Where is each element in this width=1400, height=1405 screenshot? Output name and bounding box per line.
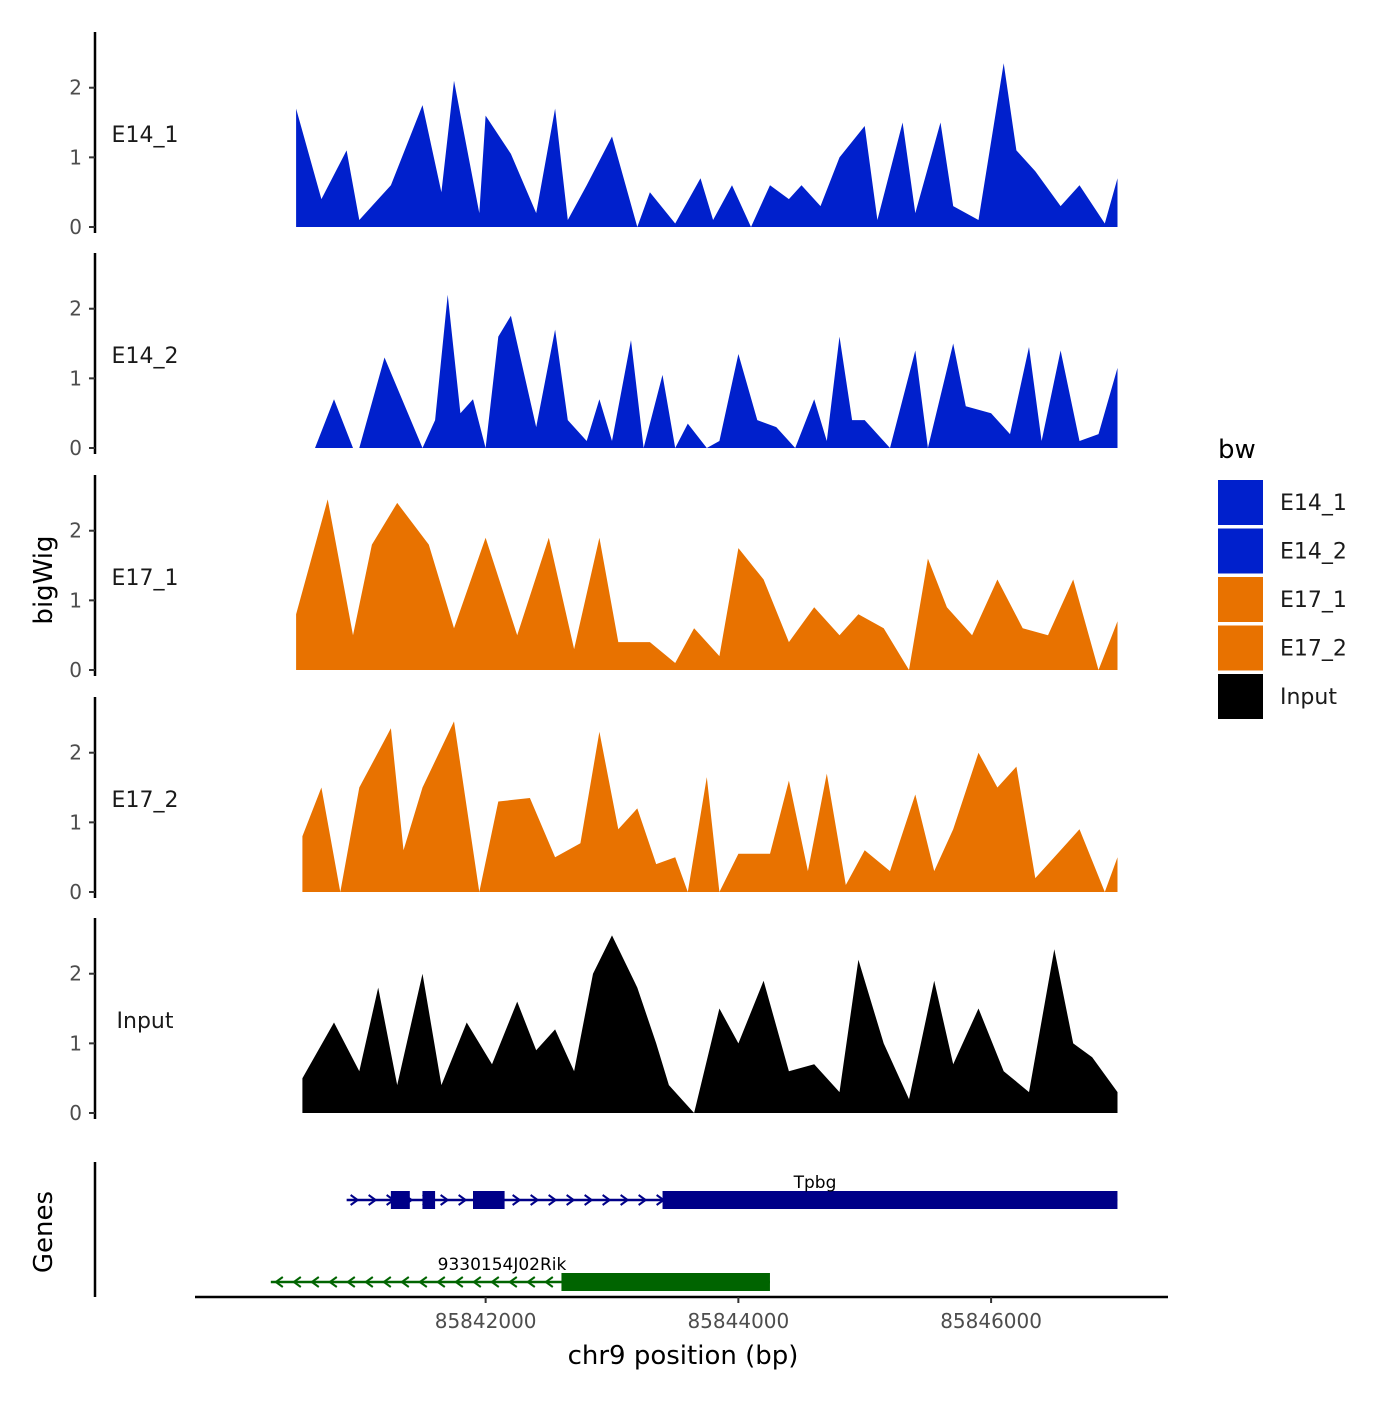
y-tick-label: 0 [69, 1101, 82, 1125]
strand-arrow [530, 1194, 540, 1206]
strand-arrow [458, 1194, 468, 1206]
legend-item: E14_1 [1218, 480, 1347, 525]
legend-item: E14_2 [1218, 528, 1347, 574]
strand-arrow [602, 1194, 612, 1206]
y-tick-label: 1 [69, 588, 82, 612]
strand-arrow [440, 1194, 450, 1206]
y-tick-label: 1 [69, 810, 82, 834]
y-tick-label: 2 [69, 741, 82, 765]
legend-label: E14_1 [1280, 491, 1347, 516]
strand-arrow [566, 1194, 576, 1206]
legend-swatch [1218, 480, 1263, 525]
x-tick-label: 85846000 [940, 1309, 1042, 1333]
strand-arrow [310, 1276, 320, 1288]
legend-label: E14_2 [1280, 540, 1347, 565]
legend-label: E17_1 [1280, 588, 1347, 613]
strand-arrow [346, 1276, 356, 1288]
gene-Tpbg: Tpbg [346, 1173, 1118, 1209]
y-tick-label: 2 [69, 76, 82, 100]
y-axis-title: bigWig [29, 535, 59, 624]
strand-arrow [364, 1276, 374, 1288]
strand-arrow [328, 1276, 338, 1288]
legend-item: Input [1218, 674, 1337, 719]
y-tick-label: 1 [69, 145, 82, 169]
track-E17_2: 0 1 2 E17_2 [69, 697, 1118, 904]
track-label: E17_2 [112, 788, 179, 813]
gene-label: 9330154J02Rik [438, 1255, 567, 1275]
y-tick-label: 0 [69, 658, 82, 682]
legend-item: E17_2 [1218, 625, 1347, 671]
genes-panel: Tpbg 9330154J02Rik [93, 1162, 1118, 1297]
legend-swatch [1218, 577, 1263, 622]
track-E14_1: 0 1 2 E14_1 [69, 32, 1118, 239]
legend-item: E17_1 [1218, 577, 1347, 622]
x-axis: 85842000 85844000 85846000 [195, 1295, 1168, 1333]
legend-label: E17_2 [1280, 637, 1347, 662]
legend-label: Input [1280, 685, 1337, 710]
y-tick-label: 2 [69, 297, 82, 321]
strand-arrow [400, 1276, 410, 1288]
legend-title: bw [1218, 435, 1256, 465]
track-label: E14_2 [112, 344, 179, 369]
track-E17_1: 0 1 2 E17_1 [69, 475, 1118, 682]
strand-arrow [620, 1194, 630, 1206]
coverage-area [302, 935, 1118, 1113]
genes-axis-title: Genes [29, 1191, 59, 1273]
legend-swatch [1218, 528, 1263, 574]
x-tick-label: 85842000 [435, 1309, 537, 1333]
legend: bw E14_1 E14_2 E17_1 E17_2 Input [1218, 435, 1347, 719]
strand-arrow [418, 1276, 428, 1288]
strand-arrow [512, 1194, 522, 1206]
track-label: E14_1 [112, 123, 179, 148]
strand-arrow [454, 1276, 464, 1288]
gene-exon [473, 1191, 505, 1209]
strand-arrow [350, 1194, 360, 1206]
strand-arrow [508, 1276, 518, 1288]
y-tick-label: 0 [69, 215, 82, 239]
track-label: Input [117, 1009, 174, 1034]
gene-label: Tpbg [793, 1173, 837, 1193]
strand-arrow [382, 1276, 392, 1288]
track-label: E17_1 [112, 566, 179, 591]
track-Input: 0 1 2 Input [69, 918, 1118, 1125]
track-E14_2: 0 1 2 E14_2 [69, 253, 1118, 460]
gene-exon [390, 1191, 410, 1209]
y-tick-label: 2 [69, 519, 82, 543]
gene-exon [561, 1273, 770, 1291]
legend-swatch [1218, 625, 1263, 671]
strand-arrow [638, 1194, 648, 1206]
strand-arrow [274, 1276, 284, 1288]
strand-arrow [368, 1194, 378, 1206]
strand-arrow [548, 1194, 558, 1206]
legend-swatch [1218, 674, 1263, 719]
strand-arrow [490, 1276, 500, 1288]
gene-exon [422, 1191, 436, 1209]
coverage-area [296, 499, 1118, 670]
tracks-layer: 0 1 2 E14_1 0 1 2 E14_2 0 1 2 E17_1 0 1 2 E17_2 0 1 2 Input [69, 32, 1118, 1125]
y-tick-label: 1 [69, 1031, 82, 1055]
coverage-area [296, 63, 1118, 227]
strand-arrow [526, 1276, 536, 1288]
strand-arrow [584, 1194, 594, 1206]
y-tick-label: 0 [69, 436, 82, 460]
y-tick-label: 1 [69, 366, 82, 390]
y-tick-label: 0 [69, 880, 82, 904]
gene-9330154J02Rik: 9330154J02Rik [270, 1255, 770, 1291]
legend-items: E14_1 E14_2 E17_1 E17_2 Input [1218, 480, 1347, 719]
gene-exon [662, 1191, 1118, 1209]
strand-arrow [472, 1276, 482, 1288]
x-axis-title: chr9 position (bp) [568, 1341, 799, 1371]
strand-arrow [544, 1276, 554, 1288]
strand-arrow [292, 1276, 302, 1288]
coverage-area [315, 294, 1118, 448]
coverage-area [302, 721, 1118, 892]
x-tick-label: 85844000 [687, 1309, 789, 1333]
y-tick-label: 2 [69, 962, 82, 986]
strand-arrow [436, 1276, 446, 1288]
